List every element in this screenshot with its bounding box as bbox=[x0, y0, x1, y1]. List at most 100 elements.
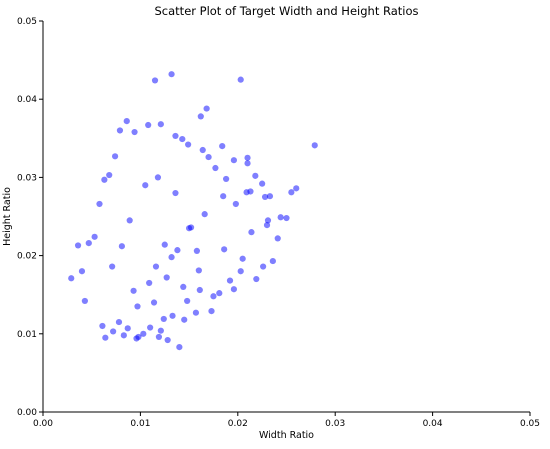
scatter-point bbox=[293, 185, 300, 192]
scatter-point bbox=[123, 118, 130, 125]
scatter-point bbox=[180, 283, 187, 290]
scatter-point bbox=[172, 189, 179, 197]
scatter-point bbox=[109, 263, 116, 270]
scatter-point bbox=[68, 275, 75, 282]
scatter-point bbox=[174, 247, 181, 254]
scatter-point bbox=[283, 214, 290, 222]
y-tick-label: 0.01 bbox=[17, 330, 37, 340]
y-axis-title: Height Ratio bbox=[2, 187, 13, 246]
scatter-point bbox=[146, 279, 153, 287]
scatter-point bbox=[230, 157, 237, 164]
scatter-point bbox=[212, 164, 219, 172]
scatter-point bbox=[181, 316, 188, 323]
scatter-point bbox=[110, 328, 117, 335]
scatter-point bbox=[161, 241, 168, 248]
scatter-point bbox=[157, 327, 164, 334]
scatter-point bbox=[85, 239, 92, 247]
scatter-point bbox=[142, 182, 149, 189]
scatter-point bbox=[101, 176, 108, 183]
scatter-point bbox=[172, 132, 179, 140]
x-tick-label: 0.05 bbox=[520, 419, 540, 429]
scatter-point bbox=[187, 224, 195, 231]
scatter-point bbox=[261, 193, 269, 201]
scatter-point bbox=[176, 343, 183, 351]
scatter-point bbox=[196, 286, 203, 294]
scatter-point bbox=[179, 135, 186, 143]
scatter-point bbox=[237, 268, 244, 275]
scatter-point bbox=[252, 172, 259, 179]
y-axis-ticks: 0.00 0.01 0.02 0.03 0.04 0.05 bbox=[17, 17, 43, 418]
x-tick-label: 0.02 bbox=[228, 419, 248, 429]
scatter-point bbox=[220, 193, 227, 200]
scatter-point bbox=[155, 333, 163, 341]
scatter-point bbox=[106, 171, 113, 179]
scatter-point bbox=[164, 336, 171, 344]
scatter-point bbox=[223, 175, 230, 183]
scatter-point bbox=[152, 263, 160, 270]
y-tick-label: 0.03 bbox=[17, 173, 37, 183]
scatter-point bbox=[226, 277, 234, 284]
scatter-point bbox=[208, 308, 215, 315]
scatter-point bbox=[163, 274, 170, 281]
scatter-point bbox=[118, 243, 125, 250]
x-tick-label: 0.01 bbox=[130, 419, 150, 429]
scatter-point bbox=[221, 246, 228, 253]
scatter-point bbox=[169, 312, 176, 319]
x-tick-label: 0.04 bbox=[423, 419, 443, 429]
scatter-point bbox=[243, 189, 250, 196]
scatter-point bbox=[244, 160, 251, 167]
scatter-point bbox=[102, 334, 109, 341]
scatter-point bbox=[81, 297, 88, 305]
scatter-point bbox=[199, 146, 206, 154]
scatter-point bbox=[78, 268, 86, 275]
scatter-point bbox=[239, 255, 246, 262]
scatter-point bbox=[157, 121, 164, 128]
y-tick-label: 0.04 bbox=[17, 95, 37, 105]
scatter-point bbox=[134, 303, 141, 310]
scatter-point bbox=[232, 200, 239, 208]
scatter-point bbox=[311, 142, 318, 149]
scatter-point bbox=[185, 141, 192, 148]
scatter-point bbox=[248, 229, 255, 236]
scatter-point bbox=[219, 143, 226, 150]
scatter-point bbox=[133, 335, 140, 342]
scatter-point bbox=[115, 318, 123, 326]
scatter-point bbox=[195, 267, 202, 274]
y-tick-label: 0.02 bbox=[17, 252, 37, 262]
x-tick-label: 0.03 bbox=[325, 419, 345, 429]
scatter-point bbox=[205, 153, 212, 161]
scatter-point bbox=[197, 113, 204, 120]
scatter-point bbox=[260, 263, 267, 270]
scatter-point bbox=[210, 293, 217, 300]
scatter-point bbox=[140, 330, 147, 337]
scatter-point bbox=[145, 121, 152, 129]
scatter-point bbox=[230, 286, 237, 293]
scatter-point bbox=[193, 247, 200, 255]
scatter-point bbox=[201, 211, 208, 218]
scatter-point bbox=[253, 275, 260, 283]
scatter-point bbox=[150, 299, 158, 306]
x-axis-ticks: 0.00 0.01 0.02 0.03 0.04 0.05 bbox=[33, 412, 540, 429]
scatter-point bbox=[274, 235, 281, 242]
scatter-point bbox=[266, 193, 274, 200]
scatter-point bbox=[131, 128, 138, 136]
scatter-point bbox=[259, 180, 266, 187]
scatter-point bbox=[116, 127, 124, 134]
scatter-point bbox=[99, 322, 106, 330]
scatter-point bbox=[126, 217, 133, 224]
x-tick-label: 0.00 bbox=[33, 419, 53, 429]
scatter-point bbox=[168, 71, 175, 78]
scatter-point bbox=[192, 309, 200, 316]
scatter-point bbox=[263, 222, 271, 229]
scatter-point bbox=[74, 242, 82, 249]
scatter-point bbox=[160, 315, 167, 323]
scatter-point bbox=[151, 77, 159, 84]
scatter-point bbox=[184, 297, 191, 305]
scatter-point bbox=[111, 153, 119, 160]
chart-title: Scatter Plot of Target Width and Height … bbox=[155, 4, 419, 18]
scatter-point bbox=[91, 233, 98, 240]
scatter-points bbox=[68, 71, 318, 351]
scatter-point bbox=[154, 174, 162, 181]
